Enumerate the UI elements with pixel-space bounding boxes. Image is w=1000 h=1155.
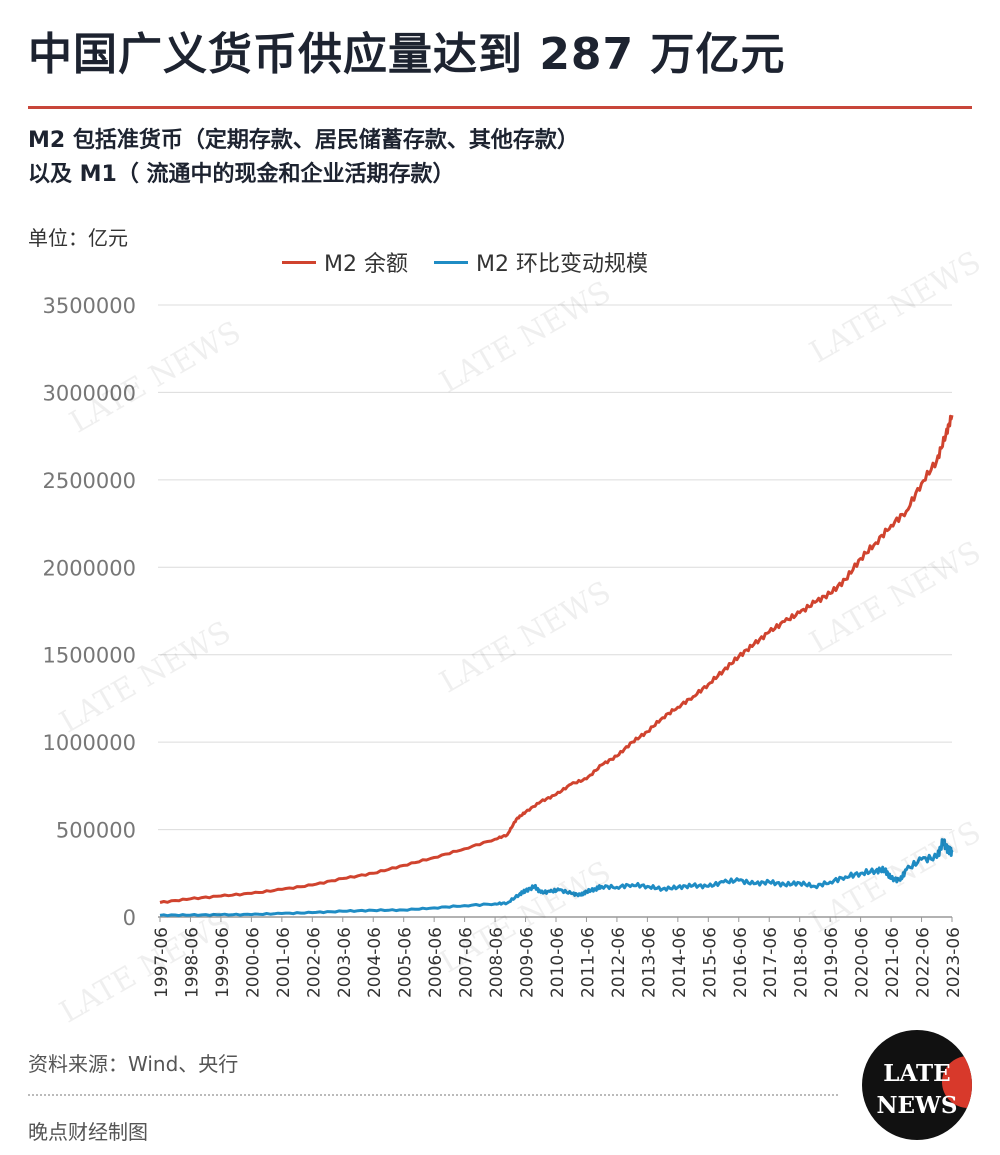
subtitle-line-2: 以及 M1（ 流通中的现金和企业活期存款） xyxy=(28,162,455,187)
x-tick-label: 1998-06 xyxy=(182,927,202,998)
x-tick-label: 2010-06 xyxy=(548,927,568,998)
x-tick-label: 2019-06 xyxy=(822,927,842,998)
series-line-m2 xyxy=(159,414,954,904)
x-tick-label: 2002-06 xyxy=(304,927,324,998)
y-tick-label: 500000 xyxy=(56,819,136,843)
x-tick-label: 2016-06 xyxy=(731,927,751,998)
legend-label-m2: M2 余额 xyxy=(324,252,408,277)
page-title: 中国广义货币供应量达到 287 万亿元 xyxy=(28,29,786,80)
legend-item-change: M2 环比变动规模 xyxy=(433,246,648,278)
legend-swatch-change xyxy=(433,260,468,264)
x-tick-label: 2020-06 xyxy=(853,927,873,998)
x-tick-label: 2001-06 xyxy=(274,927,294,998)
x-tick-label: 2014-06 xyxy=(670,927,690,998)
legend-label-change: M2 环比变动规模 xyxy=(475,252,648,277)
subtitle-line-1: M2 包括准货币（定期存款、居民储蓄存款、其他存款） xyxy=(28,128,579,153)
x-tick-label: 1997-06 xyxy=(152,927,172,998)
x-tick-label: 2017-06 xyxy=(761,927,781,998)
x-tick-label: 2008-06 xyxy=(487,927,507,998)
x-tick-label: 2000-06 xyxy=(243,927,263,998)
y-tick-label: 1000000 xyxy=(42,731,136,755)
x-tick-label: 2018-06 xyxy=(792,927,812,998)
x-tick-label: 2007-06 xyxy=(457,927,477,998)
chart-subtitle: M2 包括准货币（定期存款、居民储蓄存款、其他存款） 以及 M1（ 流通中的现金… xyxy=(28,124,579,192)
x-tick-label: 2003-06 xyxy=(335,927,355,998)
x-tick-label: 2013-06 xyxy=(639,927,659,998)
legend-swatch-m2 xyxy=(282,260,316,264)
credit-note: 晚点财经制图 xyxy=(28,1120,148,1144)
x-tick-label: 2005-06 xyxy=(396,927,416,998)
y-tick-label: 2000000 xyxy=(42,556,136,580)
logo-line-1: LATE xyxy=(883,1060,951,1087)
x-tick-label: 2022-06 xyxy=(914,927,934,998)
x-tick-label: 2006-06 xyxy=(426,927,446,998)
chart-legend: M2 余额 M2 环比变动规模 xyxy=(282,246,648,278)
unit-label: 单位：亿元 xyxy=(28,226,128,250)
x-tick-label: 2015-06 xyxy=(700,927,720,998)
y-tick-label: 2500000 xyxy=(42,469,136,493)
x-tick-label: 2011-06 xyxy=(578,927,598,998)
x-tick-label: 2004-06 xyxy=(365,927,385,998)
y-tick-label: 3000000 xyxy=(42,381,136,405)
series-line-change xyxy=(159,838,954,918)
y-tick-label: 3500000 xyxy=(42,294,136,318)
title-divider xyxy=(28,106,972,109)
x-tick-label: 2023-06 xyxy=(944,927,964,998)
x-tick-label: 2009-06 xyxy=(518,927,538,998)
x-tick-label: 1999-06 xyxy=(213,927,233,998)
line-chart: 0 500000 1000000 1500000 2000000 2500000 30000… xyxy=(42,294,964,998)
x-tick-label: 2021-06 xyxy=(883,927,903,998)
footer-divider xyxy=(28,1094,838,1096)
y-tick-label: 1500000 xyxy=(42,644,136,668)
late-news-logo: LATE NEWS xyxy=(862,1030,972,1140)
source-note: 资料来源：Wind、央行 xyxy=(28,1052,239,1076)
x-tick-label: 2012-06 xyxy=(609,927,629,998)
y-tick-label: 0 xyxy=(123,906,136,930)
legend-item-m2: M2 余额 xyxy=(282,246,408,278)
logo-line-2: NEWS xyxy=(876,1092,958,1119)
